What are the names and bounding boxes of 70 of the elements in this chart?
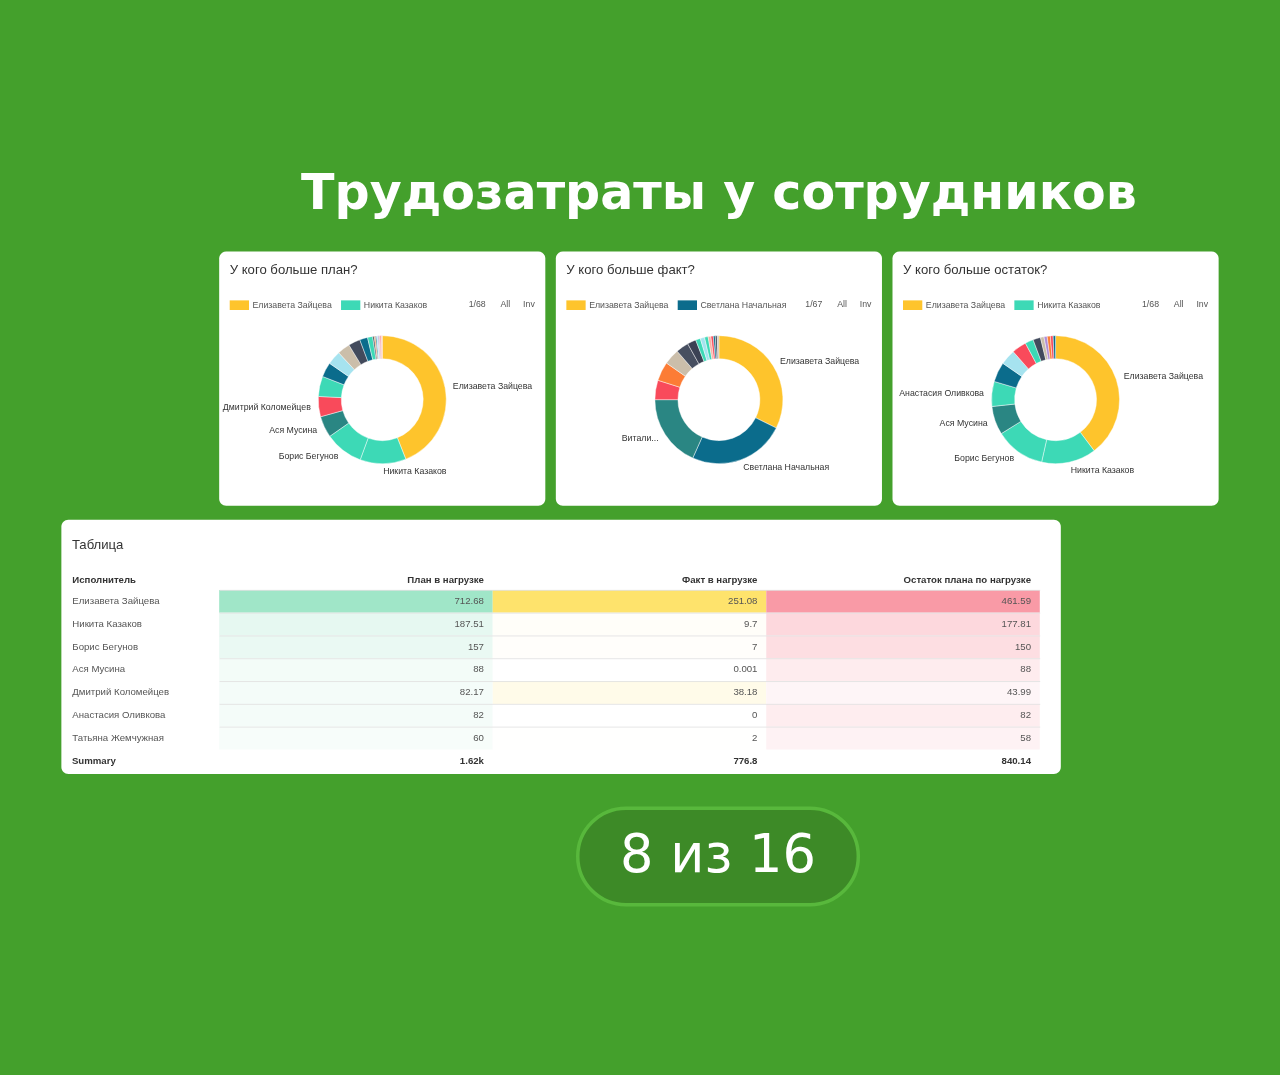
text: Таблица	[71, 536, 125, 552]
legend-label: Светлана Начальная	[700, 299, 787, 310]
slice-label: Дмитрий Коломейцев	[222, 402, 312, 413]
data-label: 82	[473, 708, 484, 720]
data-label: 712.68	[454, 594, 484, 606]
legend-label: Елизавета Зайцева	[252, 299, 332, 310]
slice-label: Анастасия Оливкова	[899, 387, 985, 398]
data-label: 187.51	[454, 617, 484, 629]
text: All	[837, 298, 847, 309]
data-label: 461.59	[1001, 594, 1032, 606]
y-tick-label: Татьяна Жемчужная	[72, 731, 164, 743]
data-label: 0	[752, 708, 758, 720]
legend-label: Никита Казаков	[363, 299, 428, 310]
slice-label: Ася Мусина	[939, 417, 988, 428]
slice-label: Елизавета Зайцева	[452, 380, 533, 391]
text: Трудозатраты у сотрудников	[301, 162, 1137, 221]
legend-label: Елизавета Зайцева	[925, 299, 1006, 310]
slice-label: Ася Мусина	[269, 424, 318, 435]
y-tick-label: Дмитрий Коломейцев	[72, 686, 170, 698]
data-label: 251.08	[728, 594, 758, 606]
x-tick-label: Факт в нагрузке	[682, 574, 759, 586]
data-label: 157	[467, 640, 484, 652]
slice-label: Борис Бегунов	[954, 452, 1015, 463]
y-tick-label: Борис Бегунов	[72, 640, 138, 652]
chart-title: У кого больше остаток?	[903, 262, 1048, 278]
x-tick-label: Остаток плана по нагрузке	[903, 574, 1032, 586]
chart-title: У кого больше факт?	[566, 262, 695, 278]
data-label: 88	[1020, 663, 1032, 675]
legend-label: Елизавета Зайцева	[589, 299, 669, 310]
y-tick-label: Анастасия Оливкова	[72, 708, 167, 720]
chart-title: У кого больше план?	[229, 262, 358, 278]
text: Inv	[1196, 298, 1209, 309]
slice-label: Светлана Начальная	[743, 461, 830, 472]
text: 1/67	[805, 298, 823, 309]
slice-label: Витали...	[621, 433, 659, 444]
data-label: 7	[752, 640, 758, 652]
slice-label: Елизавета Зайцева	[1123, 371, 1204, 382]
data-label: 58	[1020, 731, 1032, 743]
slice-label: Борис Бегунов	[278, 451, 339, 462]
text: All	[1173, 298, 1184, 309]
text: 1/68	[1141, 298, 1160, 309]
text: Inv	[523, 298, 536, 309]
text: 776.8	[733, 754, 758, 766]
text: Summary	[71, 754, 117, 766]
data-label: 0.001	[733, 663, 758, 675]
data-label: 177.81	[1001, 617, 1032, 629]
y-tick-label: Елизавета Зайцева	[72, 594, 161, 606]
text: Inv	[859, 298, 873, 309]
data-label: 43.99	[1006, 686, 1032, 698]
slice-label: Елизавета Зайцева	[779, 356, 860, 367]
data-label: 82.17	[459, 686, 484, 698]
data-label: 82	[1020, 708, 1032, 720]
text: All	[500, 298, 511, 309]
data-label: 38.18	[733, 686, 758, 698]
x-tick-label: План в нагрузке	[407, 574, 485, 586]
legend-label: Никита Казаков	[1037, 299, 1101, 310]
text: 8 из 16	[620, 823, 817, 885]
slice-label: Никита Казаков	[1070, 464, 1135, 475]
slice-label: Никита Казаков	[383, 466, 447, 477]
text: 1.62k	[459, 754, 484, 766]
y-tick-label: Никита Казаков	[72, 617, 142, 629]
data-label: 60	[473, 731, 484, 743]
data-label: 88	[473, 663, 484, 675]
y-tick-label: Ася Мусина	[72, 663, 126, 675]
data-label: 9.7	[744, 617, 758, 629]
data-label: 2	[752, 731, 758, 743]
text: 840.14	[1001, 754, 1032, 766]
text: 1/68	[468, 298, 486, 309]
y-axis-title: Исполнитель	[72, 574, 137, 586]
data-label: 150	[1014, 640, 1032, 652]
